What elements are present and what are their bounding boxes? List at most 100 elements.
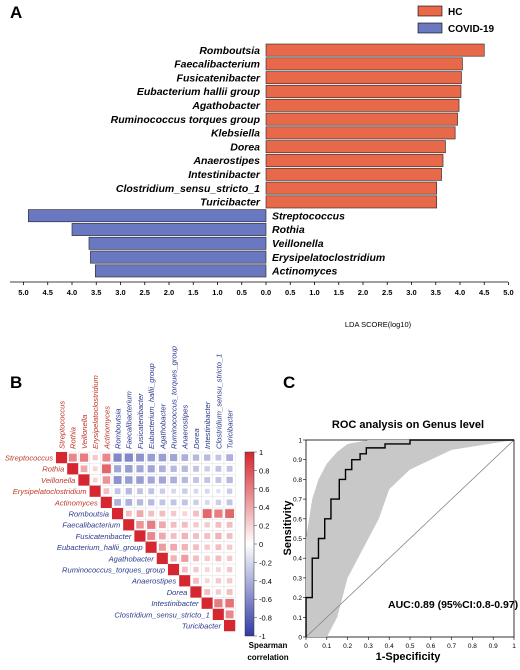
- lda-x-tick-label: 0.5: [285, 288, 295, 297]
- heatmap-square: [113, 476, 122, 484]
- heatmap-column-label: Turicibacter: [226, 409, 235, 449]
- heatmap-square: [204, 567, 210, 572]
- heatmap-square: [125, 510, 132, 517]
- heatmap-square: [170, 555, 177, 562]
- roc-y-tick-label: 0.3: [293, 575, 302, 582]
- roc-curve: [305, 439, 514, 637]
- roc-y-tick-label: 0.7: [293, 497, 302, 504]
- heatmap-square: [215, 454, 222, 461]
- heatmap-square: [136, 476, 144, 484]
- heatmap-square: [193, 533, 199, 539]
- heatmap-square: [215, 544, 222, 551]
- heatmap-square: [100, 496, 112, 508]
- heatmap-square: [147, 453, 155, 462]
- heatmap-square: [148, 510, 155, 517]
- heatmap-square: [136, 465, 144, 473]
- heatmap-square: [226, 521, 233, 528]
- lda-x-tick-label: 3.5: [91, 288, 101, 297]
- heatmap-square: [124, 453, 133, 462]
- roc-x-tick-label: 0.3: [364, 643, 373, 650]
- heatmap-column-label: Clostridium_sensu_stricto_1: [214, 354, 223, 449]
- heatmap-square: [89, 485, 101, 497]
- panel-b-label: B: [10, 373, 22, 392]
- heatmap-row-label: Romboutsia: [68, 510, 109, 519]
- lda-bar: [265, 112, 458, 126]
- roc-y-tick-label: 0.1: [293, 615, 302, 622]
- colorbar-tick-label: -0.2: [259, 558, 272, 567]
- panel-a-label: A: [10, 3, 22, 22]
- lda-x-tick-label: 3.0: [115, 288, 125, 297]
- colorbar: [244, 451, 255, 637]
- roc-x-tick-label: 0.6: [426, 643, 435, 650]
- heatmap-square: [226, 465, 233, 472]
- roc-y-tick-label: 0.8: [293, 477, 302, 484]
- heatmap-square: [92, 477, 98, 483]
- heatmap-row-label: Streptococcus: [5, 454, 53, 463]
- heatmap-column-label: Streptococcus: [58, 401, 67, 449]
- heatmap-square: [114, 465, 122, 473]
- heatmap-square: [215, 465, 222, 472]
- heatmap-column-label: Agathobacter: [158, 403, 167, 450]
- lda-bar: [265, 43, 485, 57]
- heatmap-square: [181, 465, 188, 472]
- heatmap-square: [159, 488, 166, 494]
- heatmap-square: [226, 578, 233, 584]
- roc-y-axis-title: Sensitivity: [282, 500, 294, 556]
- heatmap-square: [158, 476, 166, 484]
- roc-y-tick-label: 0: [298, 635, 302, 642]
- roc-y-tick-label: 0.4: [293, 556, 302, 563]
- heatmap-square: [125, 499, 133, 506]
- heatmap-square: [159, 521, 166, 529]
- lda-bar-label: Veillonella: [272, 238, 324, 250]
- heatmap-square: [226, 533, 233, 539]
- heatmap-square: [204, 522, 210, 528]
- heatmap-square: [79, 453, 89, 462]
- heatmap-square: [102, 476, 111, 484]
- heatmap-row-label: Rothia: [42, 465, 64, 474]
- heatmap-square: [204, 477, 211, 483]
- colorbar-title-line1: Spearman: [249, 641, 288, 650]
- heatmap-square: [182, 488, 188, 494]
- heatmap-square: [214, 509, 223, 518]
- lda-bar-label: Faecalibacterium: [174, 59, 260, 71]
- heatmap-square: [226, 555, 233, 562]
- heatmap-square: [181, 566, 188, 573]
- colorbar-tick-label: 0: [259, 540, 263, 549]
- lda-x-tick-label: 4.0: [455, 288, 465, 297]
- heatmap-square: [171, 488, 176, 494]
- heatmap-column-label: Fusicatenibacter: [136, 393, 145, 449]
- colorbar-tick-label: 0.4: [259, 503, 269, 512]
- lda-x-tick-label: 4.5: [479, 288, 489, 297]
- legend-swatch-hc: [417, 5, 443, 17]
- heatmap-column-label: Dorea: [192, 428, 201, 449]
- heatmap-square: [147, 476, 155, 484]
- lda-x-tick-label: 5.0: [503, 288, 513, 297]
- heatmap-square: [159, 465, 166, 473]
- legend-label-covid: COVID-19: [448, 24, 495, 35]
- lda-bar: [94, 264, 267, 278]
- heatmap-square: [145, 541, 157, 553]
- heatmap-square: [181, 554, 189, 562]
- lda-bar-label: Intestinibacter: [188, 169, 261, 181]
- heatmap-square: [170, 454, 178, 462]
- roc-x-tick-label: 1: [512, 643, 516, 650]
- heatmap-square: [193, 499, 199, 506]
- lda-x-tick-label: 2.5: [140, 288, 150, 297]
- heatmap-square: [193, 510, 199, 517]
- heatmap-square: [136, 453, 144, 462]
- lda-x-tick-label: 1.0: [309, 288, 319, 297]
- lda-bar-label: Romboutsia: [199, 45, 260, 57]
- heatmap-column-label: Eubacterium_hallii_group: [147, 363, 156, 449]
- heatmap-square: [170, 543, 177, 551]
- lda-x-tick-label: 0.5: [237, 288, 247, 297]
- heatmap-square: [193, 577, 199, 584]
- heatmap-square: [226, 454, 233, 461]
- heatmap-square: [215, 589, 222, 595]
- lda-x-axis-title: LDA SCORE(log10): [345, 320, 412, 329]
- heatmap-square: [215, 499, 222, 506]
- heatmap-square: [204, 544, 210, 550]
- lda-bar-label: Erysipelatoclostridium: [272, 252, 385, 264]
- lda-bar: [265, 85, 462, 98]
- heatmap-square: [226, 488, 233, 494]
- heatmap-square: [170, 521, 177, 528]
